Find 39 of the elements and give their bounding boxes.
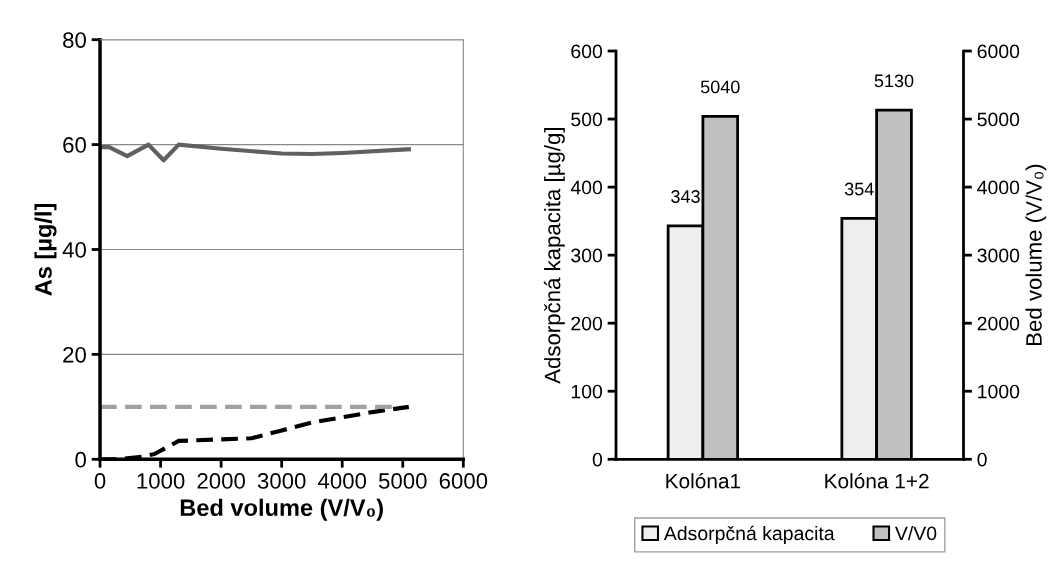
y2-tick-label: 4000 (977, 180, 1020, 195)
y-tick-label: 80 (63, 32, 86, 48)
x-tick-label: 6000 (439, 473, 488, 489)
y2-tick-label: 5000 (977, 112, 1020, 127)
line-series (100, 142, 411, 163)
y-tick-label: 400 (570, 180, 603, 195)
data-label: 354 (844, 182, 874, 196)
y-tick-label: 200 (571, 316, 603, 331)
y-tick-label: 0 (592, 452, 603, 467)
x-tick-label: 0 (94, 473, 106, 489)
y-tick-label: 100 (571, 384, 603, 399)
legend-label: Adsorpčná kapacita (663, 525, 835, 545)
y-tick-label: 40 (62, 242, 86, 258)
x-tick-label: 1000 (137, 473, 185, 489)
y-axis-title: As [µg/l] (34, 204, 57, 296)
data-label: 5130 (874, 74, 914, 88)
y2-tick-label: 0 (977, 452, 987, 467)
x-tick-label: Kolóna1 (666, 472, 741, 489)
data-label: 343 (671, 190, 700, 203)
x-tick-label: 3000 (257, 473, 306, 489)
y2-tick-label: 6000 (977, 44, 1020, 59)
x-tick-label: 2000 (197, 473, 245, 489)
x-tick-label: Kolóna 1+2 (825, 472, 929, 489)
legend-label: V/V0 (894, 525, 937, 541)
y-axis-title: Adsorpčná kapacita [µg/g] (543, 128, 565, 384)
y2-tick-label: 2000 (977, 316, 1020, 331)
y2-tick-label: 3000 (977, 248, 1020, 263)
y-tick-label: 300 (571, 248, 603, 263)
y2-tick-label: 1000 (978, 384, 1020, 399)
x-tick-label: 4000 (318, 473, 367, 489)
y-tick-label: 20 (63, 346, 86, 363)
y-tick-label: 500 (571, 112, 603, 127)
y-tick-label: 600 (571, 44, 603, 59)
x-axis-title: Bed volume (V/V₀) (180, 498, 383, 521)
y2-axis-title: Bed volume (V/V₀) (1025, 164, 1047, 346)
data-label: 5040 (700, 80, 740, 94)
y-tick-label: 0 (75, 451, 86, 468)
x-tick-label: 5000 (378, 473, 427, 489)
y-tick-label: 60 (63, 137, 86, 153)
